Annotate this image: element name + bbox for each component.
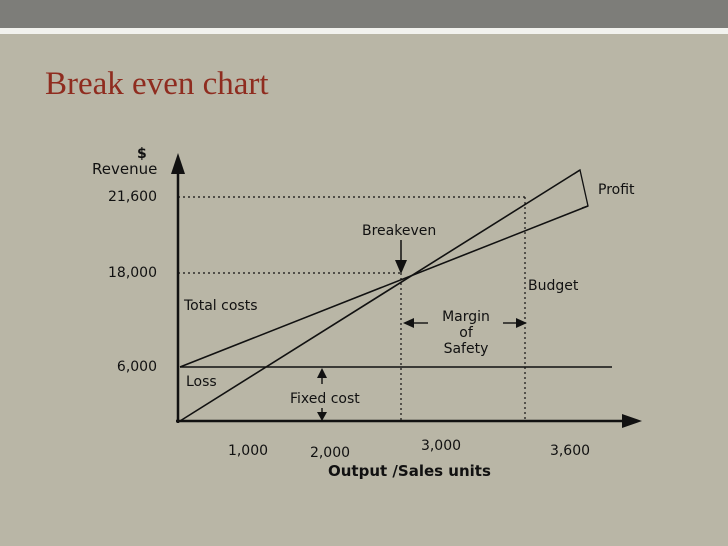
- profit-bracket: [573, 168, 589, 209]
- total-costs-line: [179, 205, 589, 368]
- breakeven-arrowhead: [395, 260, 407, 274]
- profit-label: Profit: [598, 182, 635, 198]
- x-axis-arrowhead: [622, 414, 642, 428]
- margin-of-safety-label: Safety: [444, 341, 489, 357]
- y-tick-label: 6,000: [117, 359, 157, 375]
- x-tick-label: 2,000: [310, 445, 350, 461]
- fixed-cost-label: Fixed cost: [290, 391, 360, 407]
- budget-label: Budget: [528, 278, 579, 294]
- slide-top-stripe: [0, 28, 728, 34]
- x-tick-label: 3,600: [550, 443, 590, 459]
- fixed-cost-up-arrowhead: [317, 368, 327, 378]
- margin-of-safety-label: of: [459, 325, 474, 341]
- y-tick-label: 21,600: [108, 189, 157, 205]
- slide-top-bar: [0, 0, 728, 28]
- x-axis-title: Output /Sales units: [328, 462, 491, 480]
- fixed-cost-down-arrowhead: [317, 412, 327, 421]
- loss-label: Loss: [186, 374, 217, 390]
- x-tick-label: 1,000: [228, 443, 268, 459]
- slide-title: Break even chart: [45, 66, 269, 102]
- y-tick-label: 18,000: [108, 265, 157, 281]
- y-axis-unit: $: [137, 146, 147, 162]
- margin-of-safety-right-arrowhead: [516, 318, 527, 328]
- margin-of-safety-left-arrowhead: [403, 318, 414, 328]
- breakeven-label: Breakeven: [362, 223, 436, 239]
- x-tick-label: 3,000: [421, 438, 461, 454]
- total-costs-label: Total costs: [183, 298, 258, 314]
- y-axis-title: Revenue: [92, 160, 157, 178]
- margin-of-safety-label: Margin: [442, 309, 490, 325]
- revenue-line: [179, 169, 581, 422]
- y-axis-arrowhead: [171, 153, 185, 174]
